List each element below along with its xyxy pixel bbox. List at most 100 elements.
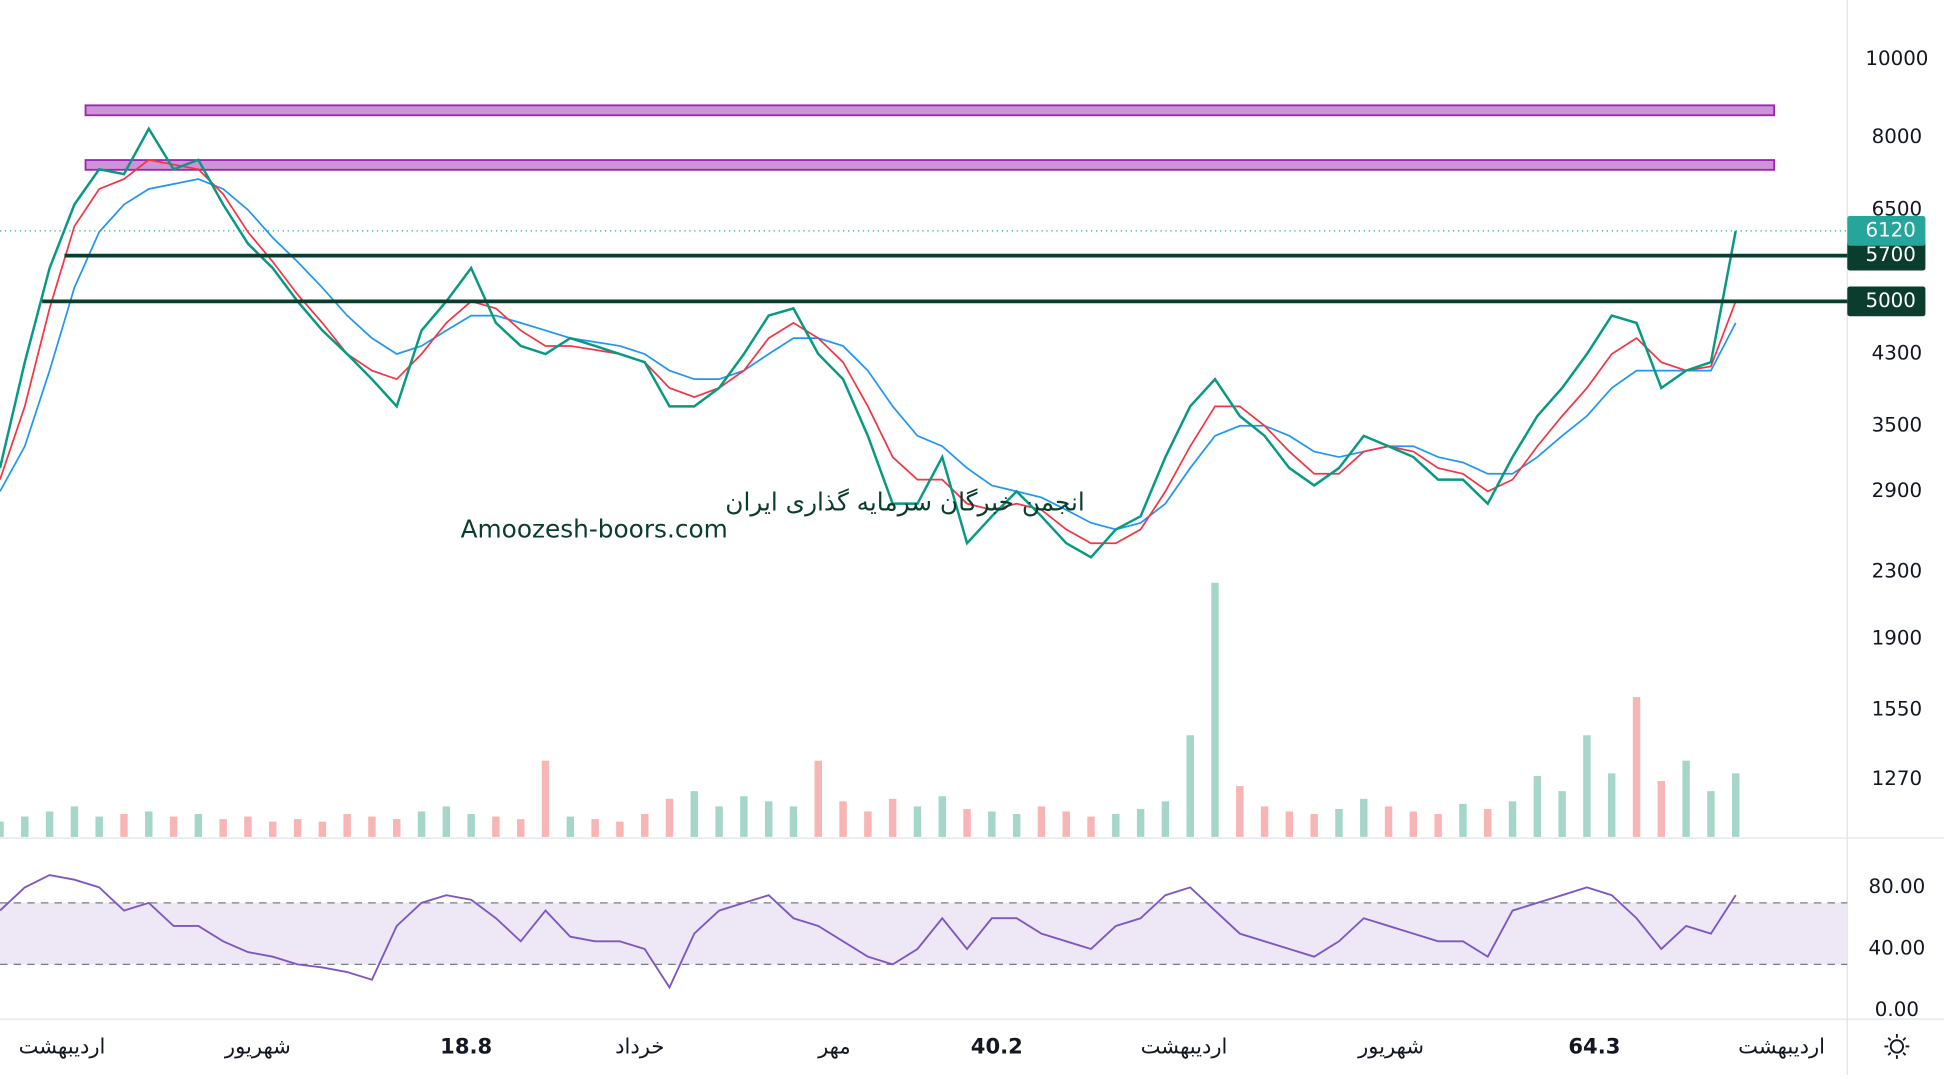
rsi-tick-label: 0.00 [1875, 998, 1919, 1021]
volume-bar [219, 819, 227, 837]
x-tick-label: اردیبهشت [19, 1034, 106, 1059]
y-tick-label: 2900 [1872, 479, 1922, 502]
volume-bar [21, 816, 29, 837]
volume-bar [1012, 814, 1021, 837]
y-tick-label: 4300 [1872, 341, 1922, 364]
y-tick-label: 1550 [1872, 697, 1922, 720]
volume-bar [492, 816, 500, 837]
watermark: Amoozesh-boors.com [461, 515, 728, 544]
volume-bar [1186, 735, 1194, 837]
y-tick-label: 3500 [1872, 413, 1922, 436]
volume-bar [1112, 814, 1120, 837]
last-price-label: 6120 [1865, 218, 1915, 241]
rsi-tick-label: 80.00 [1869, 875, 1926, 898]
volume-bar [616, 821, 624, 837]
x-tick-label: اردیبهشت [1738, 1034, 1825, 1059]
volume-bar [1409, 811, 1418, 837]
volume-bar [640, 814, 649, 837]
volume-bar [467, 814, 475, 837]
volume-bar [1360, 798, 1368, 837]
volume-bar [442, 806, 451, 837]
volume-bar [1707, 791, 1715, 837]
volume-bar [45, 811, 54, 837]
volume-bar [789, 806, 798, 837]
volume-bar [665, 798, 674, 837]
volume-bar [1384, 806, 1393, 837]
x-tick-label: مهر [817, 1034, 851, 1059]
x-tick-label: شهریور [224, 1034, 291, 1059]
volume-bar [269, 821, 277, 837]
volume-bar [913, 806, 922, 837]
volume-bar [393, 819, 401, 837]
volume-bar [566, 816, 575, 837]
volume-bar [1434, 814, 1442, 837]
volume-layer [0, 582, 1740, 837]
volume-bar [1335, 808, 1343, 837]
volume-bar [1508, 801, 1517, 837]
volume-bar [120, 814, 128, 837]
volume-bar [1037, 806, 1046, 837]
volume-bar [95, 816, 103, 837]
volume-bar [1608, 773, 1616, 837]
volume-bar [839, 801, 847, 837]
volume-bar [1260, 806, 1269, 837]
x-tick-label: خرداد [615, 1034, 664, 1059]
volume-bar [1161, 801, 1170, 837]
volume-bar [293, 819, 302, 837]
y-tick-label: 1270 [1872, 767, 1922, 790]
volume-bar [1236, 786, 1244, 837]
watermark: انجمن خبرگان سرمایه گذاری ایران [725, 487, 1085, 516]
volume-bar [1657, 780, 1666, 837]
level-label-box [1847, 286, 1926, 317]
volume-bar [343, 814, 351, 837]
volume-bar [368, 816, 376, 837]
y-tick-label: 1900 [1872, 626, 1922, 649]
rsi-band [0, 902, 1848, 965]
resistance-zone [84, 159, 1776, 171]
axes: 10000 8000 6500 4300 3500 2900 2300 1900 1550 127… [19, 47, 1929, 1059]
volume-bar [1558, 791, 1566, 837]
settings-icon[interactable] [1884, 1034, 1910, 1059]
level-label-box [1847, 240, 1926, 271]
volume-bar [715, 806, 723, 837]
volume-bar [1211, 582, 1219, 837]
volume-bar [864, 811, 872, 837]
volume-bar [690, 791, 699, 837]
x-tick-label: 40.2 [971, 1034, 1023, 1059]
volume-bar [541, 760, 550, 837]
volume-bar [1087, 816, 1095, 837]
level-label: 5000 [1865, 289, 1915, 312]
x-tick-label: 18.8 [440, 1034, 492, 1059]
volume-bar [888, 798, 897, 837]
y-tick-label: 6500 [1872, 197, 1922, 220]
last-price-box [1847, 215, 1926, 246]
rsi-pane [0, 874, 1848, 990]
volume-bar [0, 821, 4, 837]
volume-bar [938, 796, 946, 837]
volume-bar [244, 816, 252, 837]
resistance-zone [84, 104, 1776, 117]
x-tick-label: اردیبهشت [1141, 1034, 1228, 1059]
price-pane [0, 104, 1848, 559]
volume-bar [318, 821, 327, 837]
volume-bar [1062, 811, 1070, 837]
volume-bar [1583, 735, 1591, 837]
y-tick-label: 10000 [1865, 47, 1928, 70]
moving-average [0, 178, 1737, 531]
volume-bar [1731, 773, 1740, 837]
volume-bar [764, 801, 773, 837]
x-tick-label: شهریور [1357, 1034, 1424, 1059]
volume-bar [1285, 811, 1294, 837]
volume-bar [516, 819, 525, 837]
volume-bar [145, 811, 153, 837]
rsi-tick-label: 40.00 [1869, 936, 1926, 959]
volume-bar [740, 796, 748, 837]
price-line [0, 126, 1737, 559]
volume-bar [1310, 814, 1318, 837]
volume-bar [963, 808, 971, 837]
volume-bar [814, 760, 822, 837]
moving-average [0, 158, 1737, 545]
rsi-line [0, 874, 1737, 990]
volume-bar [591, 819, 599, 837]
